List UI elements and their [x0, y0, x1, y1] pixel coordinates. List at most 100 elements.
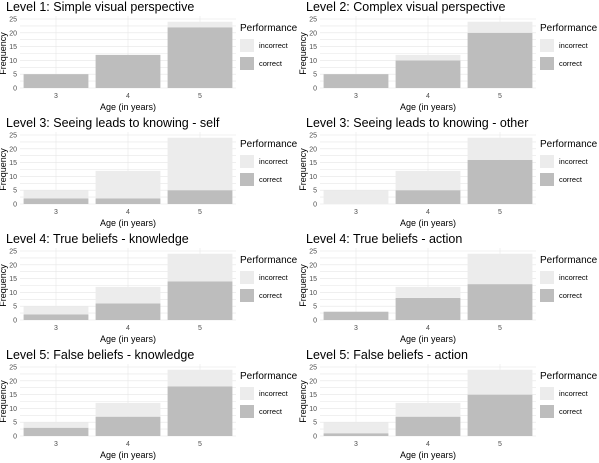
y-axis-title: Frequency [0, 264, 8, 307]
legend-swatch-correct [540, 405, 554, 418]
chart-panel: Level 5: False beliefs - knowledge 3 4 5 0 5… [0, 348, 299, 463]
legend-item-incorrect: incorrect [540, 38, 598, 53]
y-tick-label: 15 [309, 160, 317, 167]
x-tick-label: 4 [126, 209, 130, 216]
legend-title: Performance [540, 23, 598, 34]
bar-correct [167, 281, 233, 320]
x-axis-title: Age (in years) [100, 102, 156, 112]
legend-swatch-incorrect [540, 39, 554, 52]
legend-item-incorrect: incorrect [240, 38, 298, 53]
bar-correct [395, 60, 461, 88]
bar-incorrect [395, 402, 461, 417]
bar-correct [323, 74, 389, 88]
bar-correct [167, 190, 233, 204]
bar-correct [95, 303, 161, 320]
bar-correct [395, 297, 461, 320]
chart-title: Level 1: Simple visual perspective [6, 0, 195, 14]
legend-item-correct: correct [540, 172, 598, 187]
x-tick-label: 3 [54, 93, 58, 100]
legend-swatch-correct [240, 57, 254, 70]
legend-swatch-correct [240, 289, 254, 302]
legend-label: correct [259, 175, 282, 184]
x-axis-title: Age (in years) [400, 102, 456, 112]
y-tick-label: 25 [309, 365, 317, 372]
x-tick-label: 3 [54, 325, 58, 332]
legend-item-incorrect: incorrect [240, 386, 298, 401]
legend-label: correct [559, 175, 582, 184]
bar-incorrect [95, 170, 161, 199]
legend-title: Performance [240, 139, 298, 150]
bar-correct [95, 54, 161, 88]
bar-correct [23, 198, 89, 204]
y-tick-label: 10 [9, 290, 17, 297]
chart-panel: Level 3: Seeing leads to knowing - other… [298, 116, 599, 231]
x-tick-label: 5 [198, 325, 202, 332]
y-tick-label: 20 [9, 30, 17, 37]
bar-correct [23, 427, 89, 436]
legend-swatch-correct [540, 57, 554, 70]
bar-incorrect [467, 369, 533, 395]
legend-item-correct: correct [240, 404, 298, 419]
legend-label: correct [259, 59, 282, 68]
legend: Performance incorrect correct [540, 371, 598, 419]
x-tick-label: 3 [54, 209, 58, 216]
chart-plot: 3 4 5 0 5 10 15 20 25 Age (in years) Frequency [298, 16, 536, 112]
y-tick-label: 0 [13, 86, 17, 93]
y-tick-label: 25 [309, 249, 317, 256]
chart-panel: Level 2: Complex visual perspective 3 4 5 0… [298, 0, 599, 115]
legend-item-correct: correct [240, 56, 298, 71]
chart-panel: Level 3: Seeing leads to knowing - self … [0, 116, 299, 231]
legend: Performance incorrect correct [240, 139, 298, 187]
legend-swatch-correct [240, 173, 254, 186]
legend-label: incorrect [259, 41, 288, 50]
y-tick-label: 15 [309, 276, 317, 283]
y-tick-label: 15 [309, 392, 317, 399]
legend-label: correct [259, 291, 282, 300]
legend-item-incorrect: incorrect [540, 154, 598, 169]
legend-swatch-incorrect [240, 271, 254, 284]
x-tick-label: 4 [426, 93, 430, 100]
y-tick-label: 10 [9, 58, 17, 65]
bar-incorrect [23, 190, 89, 199]
y-tick-label: 10 [309, 406, 317, 413]
legend-item-correct: correct [540, 404, 598, 419]
bar-incorrect [23, 306, 89, 315]
bar-incorrect [95, 402, 161, 417]
legend-item-correct: correct [540, 56, 598, 71]
legend-label: correct [559, 59, 582, 68]
bar-incorrect [395, 286, 461, 298]
legend: Performance incorrect correct [540, 23, 598, 71]
bar-correct [395, 416, 461, 436]
bar-incorrect [395, 54, 461, 61]
bar-correct [95, 198, 161, 204]
legend-swatch-incorrect [240, 387, 254, 400]
legend-title: Performance [240, 255, 298, 266]
y-tick-label: 0 [313, 86, 317, 93]
chart-plot: 3 4 5 0 5 10 15 20 25 Age (in years) Frequency [0, 132, 236, 228]
y-tick-label: 10 [309, 290, 317, 297]
y-tick-label: 25 [9, 133, 17, 140]
y-tick-label: 0 [313, 202, 317, 209]
x-tick-label: 5 [498, 93, 502, 100]
chart-title: Level 4: True beliefs - action [306, 232, 463, 246]
y-tick-label: 5 [13, 188, 17, 195]
legend-swatch-incorrect [240, 39, 254, 52]
y-tick-label: 0 [313, 318, 317, 325]
bar-incorrect [23, 422, 89, 428]
bar-incorrect [467, 21, 533, 33]
legend-item-incorrect: incorrect [540, 386, 598, 401]
chart-title: Level 5: False beliefs - action [306, 348, 468, 362]
x-tick-label: 4 [426, 209, 430, 216]
y-tick-label: 20 [9, 146, 17, 153]
legend-title: Performance [240, 23, 298, 34]
legend-swatch-incorrect [540, 271, 554, 284]
legend-swatch-correct [540, 173, 554, 186]
y-tick-label: 0 [13, 434, 17, 441]
legend-title: Performance [540, 139, 598, 150]
legend-swatch-correct [540, 289, 554, 302]
bar-incorrect [167, 369, 233, 387]
y-axis-title: Frequency [0, 32, 8, 75]
legend: Performance incorrect correct [240, 255, 298, 303]
y-tick-label: 10 [309, 58, 317, 65]
legend-label: correct [259, 407, 282, 416]
